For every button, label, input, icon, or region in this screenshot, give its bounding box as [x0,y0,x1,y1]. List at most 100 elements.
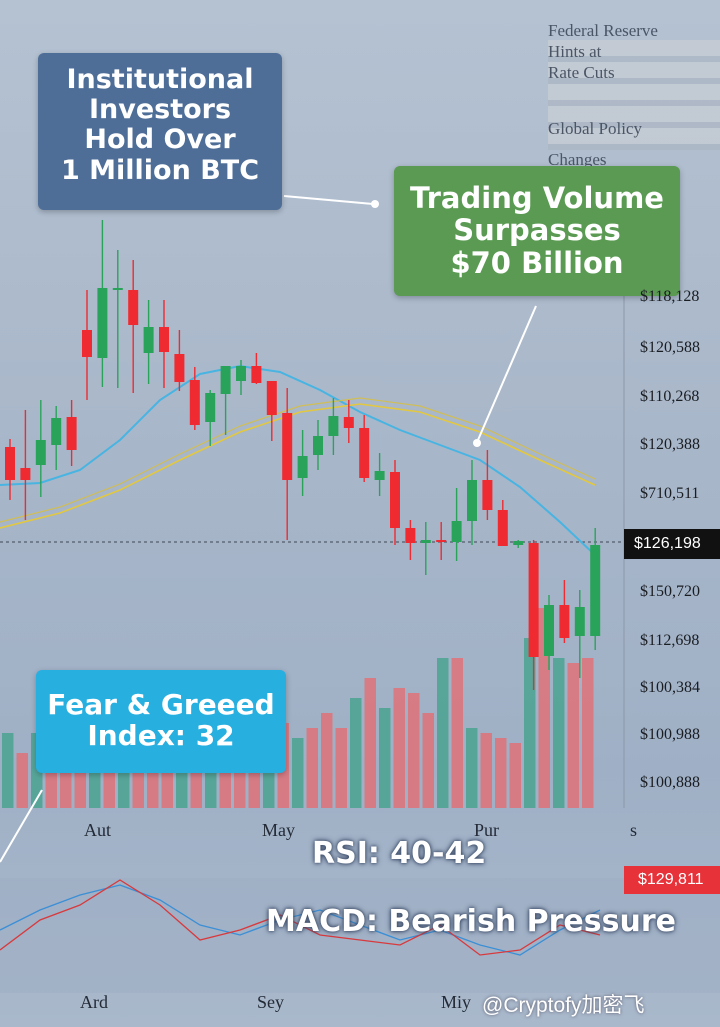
callout-line: Fear & Greeed [47,688,275,721]
current-price-badge: $126,198 [624,529,720,559]
indicator-lines [0,879,601,956]
x-axis-label: Pur [474,820,500,840]
news-headline-2: Global Policy Changes [548,118,642,170]
volume-bar [422,713,434,808]
callout-leaders [0,195,537,863]
indicator-price-badge: $129,811 [624,866,720,894]
callout-line: $70 Billion [450,245,624,280]
candle-body [205,393,216,422]
candle-body [251,366,262,383]
volume-bar [16,753,28,808]
volume-bar [350,698,362,808]
news-line: Hints at [548,42,602,61]
candle-body [405,528,416,543]
ma-line-yellow-2 [0,397,596,523]
candle-body [590,545,601,636]
price-label: $120,388 [640,436,700,453]
candle-body [574,607,585,636]
news-line: Global Policy [548,119,642,138]
candle-body [328,416,339,436]
candle-body [5,447,15,480]
volume-bar [335,728,347,808]
candle-body [159,327,169,352]
news-line: Rate Cuts [548,63,615,82]
volume-bar [147,753,159,808]
candle-body [374,471,385,480]
x-axis-label: s [630,820,638,840]
volume-bar [364,678,376,808]
volume-bar [248,748,260,808]
volume-bar [234,738,246,808]
volume-bar [495,738,507,808]
volume-bar [553,658,565,808]
volume-bar [190,738,202,808]
macd-line [0,879,601,956]
candle-body [189,380,200,425]
volume-bar [45,748,57,808]
institutional-callout: Institutional Investors Hold Over 1 Mill… [38,53,282,210]
candle-body [236,366,246,381]
candle-body [51,418,62,445]
macd-label: MACD: Bearish Pressure [266,904,676,939]
callout-line: Institutional [66,64,254,95]
candle-body [343,417,354,428]
callout-line: 1 Million BTC [60,154,260,186]
candle-body [112,288,123,290]
candle-body [359,428,370,478]
price-label: $100,384 [640,679,700,696]
fear-greed-callout: Fear & Greeed Index: 32 [36,670,286,773]
candle-body [20,468,31,480]
candle-body [390,472,400,528]
volume-bar [89,753,101,808]
ma-line-blue [0,364,596,556]
volume-bar [306,728,318,808]
volume-bar [393,688,405,808]
volume-bar [408,693,420,808]
candle-body [467,480,477,521]
callout-line: Trading Volume [410,181,664,215]
volume-bar [582,658,594,808]
callout-line: Surpasses [453,213,621,248]
volume-bar [321,713,333,808]
candle-body [128,290,139,325]
price-label: $100,988 [640,726,700,743]
x-axis-label: May [262,820,295,840]
price-label: $110,268 [640,388,700,405]
price-label: $150,720 [640,583,700,600]
candle-body [297,456,308,478]
news-line: Federal Reserve [548,21,658,40]
candle-body [35,440,46,465]
volume-bar [466,728,478,808]
callout-line: Investors [88,94,232,126]
volume-bar [524,638,536,808]
candle-body [266,381,277,415]
volume-bar [480,733,492,808]
price-label: $118,128 [640,288,700,305]
volume-bar [567,663,579,808]
candle-body [66,417,77,450]
rsi-line [0,884,601,956]
candle-body [143,327,154,353]
indicator-x-label: Sey [257,992,284,1012]
volume-bar [263,738,275,808]
news-line: Changes [548,150,607,169]
candle-body [282,413,293,480]
volume-bar [161,743,173,808]
candle-body [82,330,92,357]
candle-body [544,605,554,656]
moving-averages [0,364,596,556]
candlesticks [5,220,601,690]
candle-body [97,288,108,358]
candle-body [420,540,431,543]
callout-line: Index: 32 [87,719,235,753]
price-label: $120,588 [640,339,700,356]
volume-bar [292,738,304,808]
candle-body [513,541,524,545]
volume-bar [538,608,550,808]
indicator-x-label: Miy [441,992,472,1012]
candle-body [220,366,231,394]
candle-body [174,354,185,382]
news-headline-1: Federal Reserve Hints at Rate Cuts [548,20,658,83]
volume-bar [509,743,521,808]
